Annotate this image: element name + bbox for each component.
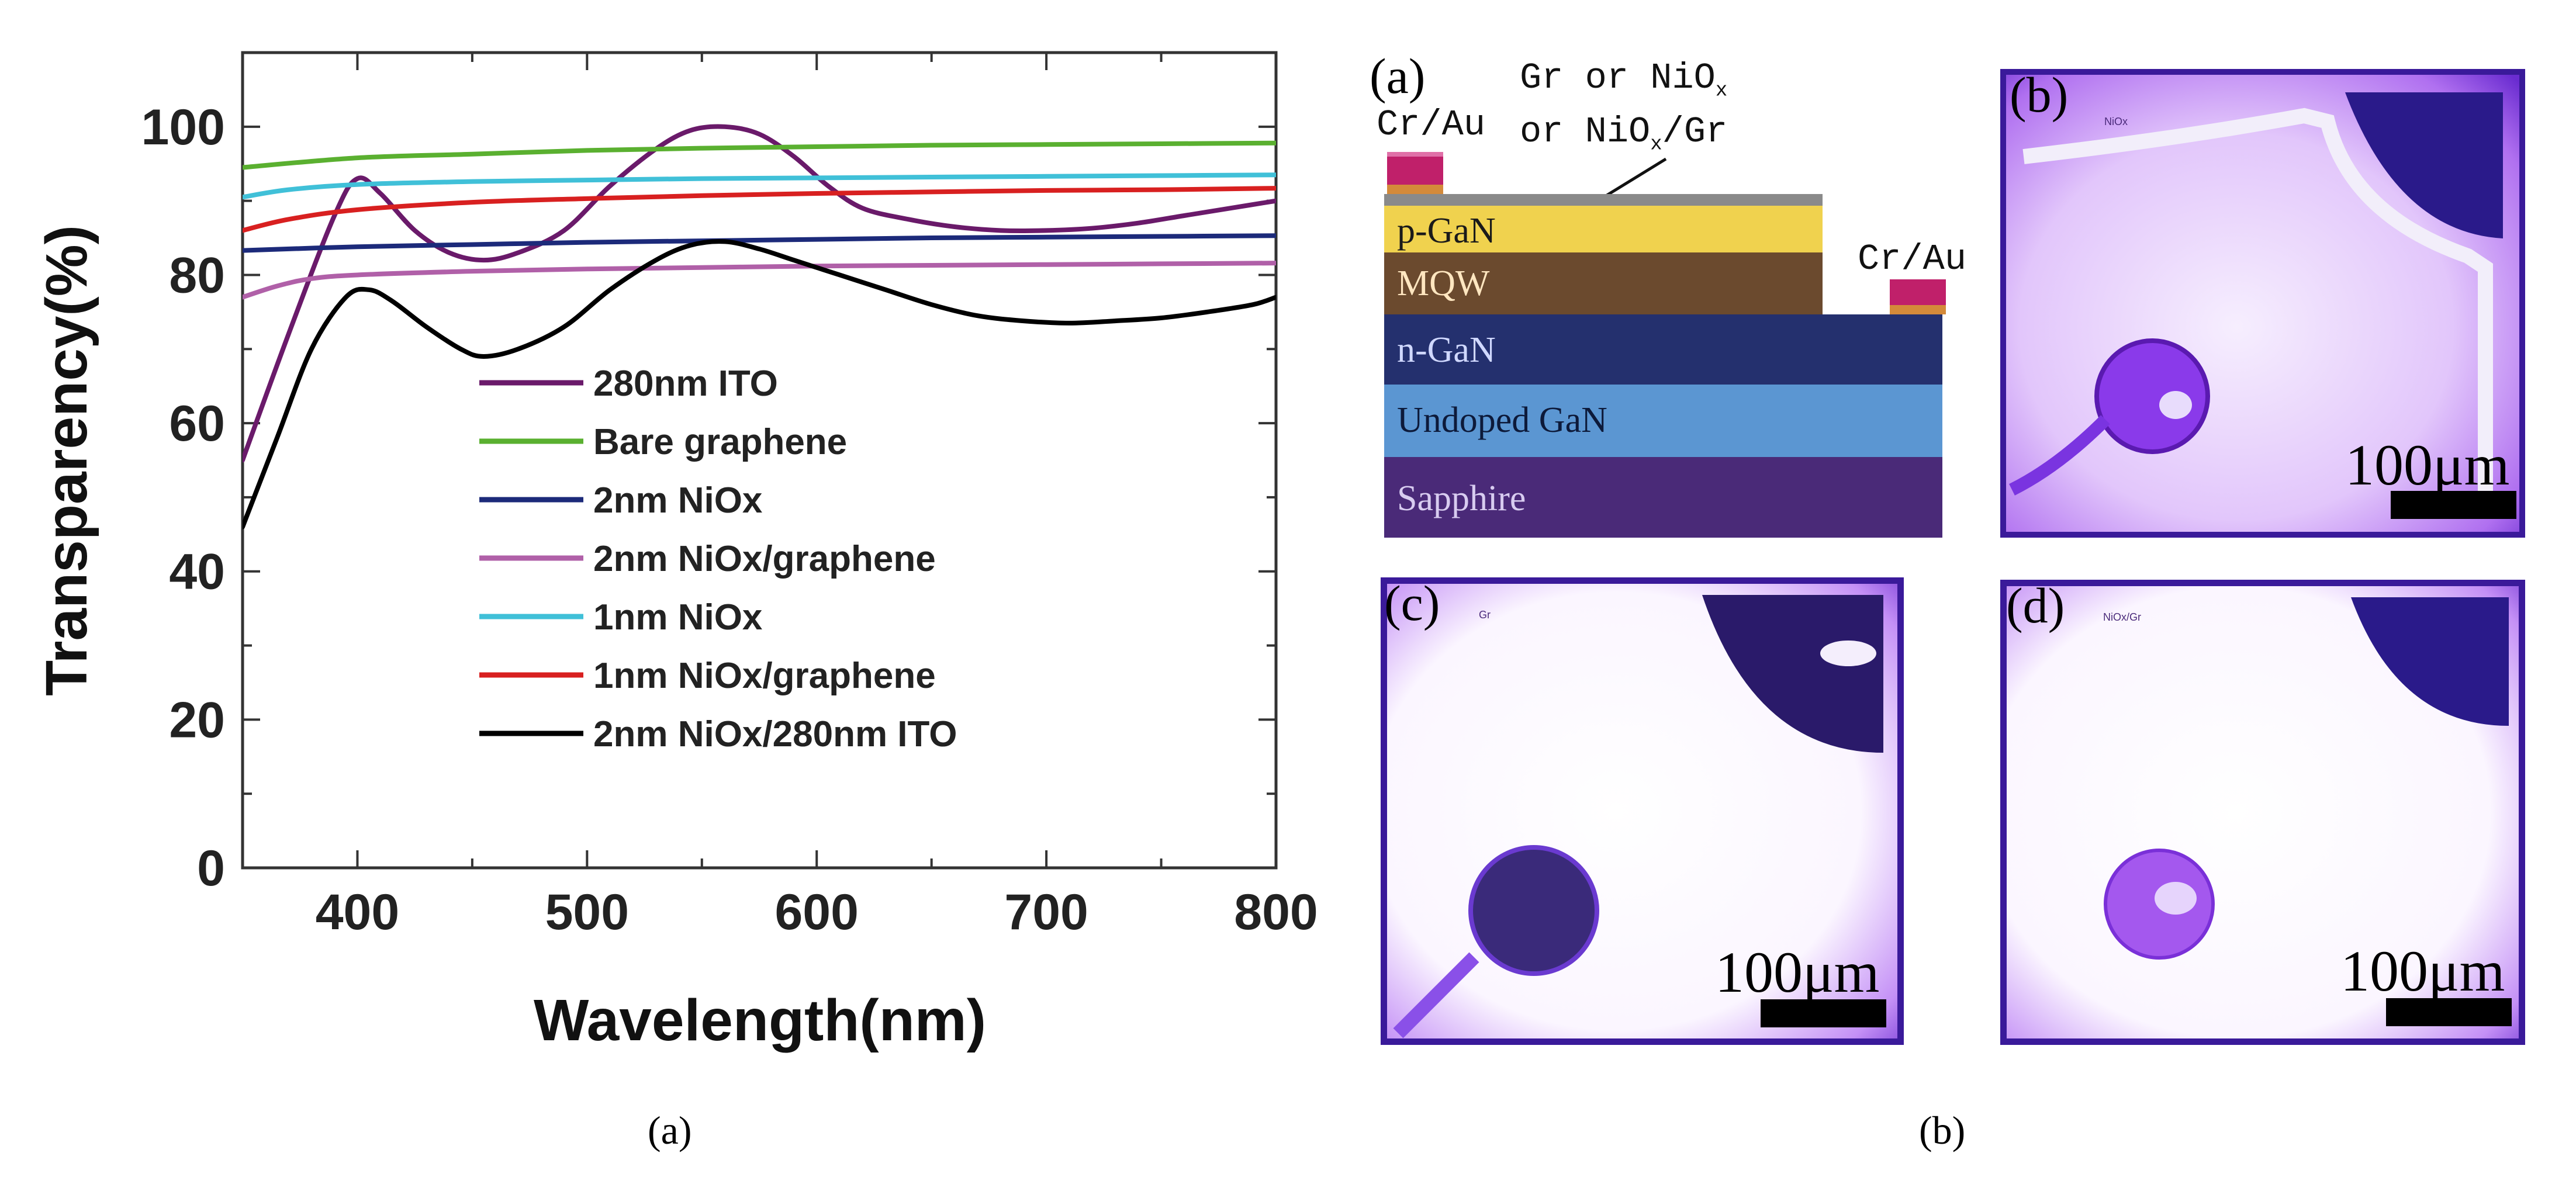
micrograph-b-label: NiOx <box>2104 116 2128 127</box>
micrograph-c-scale-bar <box>1761 999 1886 1027</box>
layer-p-gan: p-GaN <box>1384 206 1823 252</box>
top-film-label-line1: Gr or NiOx <box>1520 57 1728 102</box>
y-tick-labels: 0 20 40 60 80 100 <box>141 99 226 896</box>
micrograph-b-letter: (b) <box>2010 69 2069 123</box>
micrograph-b-scale-bar <box>2391 491 2516 519</box>
micrograph-b-scale-text: 100μm <box>2345 432 2510 497</box>
top-film-layer <box>1384 194 1823 206</box>
caption-a: (a) <box>648 1108 692 1152</box>
series-line-2nm-niox-280nm-ito <box>243 239 1276 529</box>
micrograph-d: (d) NiOx/Gr 100μm <box>2000 580 2525 1045</box>
layer-mqw: MQW <box>1384 252 1823 314</box>
layer-sapphire: Sapphire <box>1384 457 1942 538</box>
layer-undoped-gan: Undoped GaN <box>1384 385 1942 457</box>
micrograph-b: (b) NiOx 100μm <box>2000 69 2525 538</box>
series-line-1nm-niox <box>243 172 1276 200</box>
legend: 280nm ITO Bare graphene 2nm NiOx 2nm NiOx/g… <box>479 363 957 754</box>
micrograph-c-scale-text: 100μm <box>1715 940 1880 1005</box>
x-tick-label: 600 <box>774 884 859 940</box>
y-tick-label: 100 <box>141 99 226 155</box>
legend-label: Bare graphene <box>593 422 847 462</box>
x-axis-title: Wavelength(nm) <box>534 988 986 1053</box>
x-tick-label: 500 <box>545 884 630 940</box>
series-line-2nm-niox-graphene <box>243 261 1276 300</box>
x-tick-labels: 400 500 600 700 800 <box>316 884 1318 940</box>
y-axis-title: Transparency(%) <box>34 225 99 696</box>
transmittance-chart: 400 500 600 700 800 0 20 40 60 80 100 Wavelength(… <box>34 51 1318 1053</box>
micrograph-c-letter: (c) <box>1384 577 1440 631</box>
legend-label: 2nm NiOx <box>593 480 763 521</box>
x-tick-label: 800 <box>1234 884 1318 940</box>
micrograph-d-image <box>2000 580 2525 1045</box>
contact-label-right: Cr/Au <box>1858 238 1967 280</box>
micrograph-c-image <box>1381 577 1904 1045</box>
series-line-2nm-niox <box>243 233 1276 253</box>
y-tick-label: 20 <box>169 692 225 748</box>
caption-b: (b) <box>1919 1108 1966 1152</box>
contact-label-left: Cr/Au <box>1377 104 1486 146</box>
axis-ticks <box>241 51 1277 869</box>
legend-label: 280nm ITO <box>593 363 778 404</box>
micrograph-d-label: NiOx/Gr <box>2103 611 2141 623</box>
contact-base-left <box>1387 185 1443 194</box>
micrograph-d-letter: (d) <box>2006 580 2065 633</box>
contact-pad-right <box>1890 279 1946 305</box>
micrograph-c-label: Gr <box>1479 609 1491 621</box>
x-tick-label: 400 <box>316 884 400 940</box>
y-tick-label: 0 <box>197 840 225 896</box>
legend-label: 2nm NiOx/280nm ITO <box>593 714 957 754</box>
micrograph-c: (c) Gr 100μm <box>1381 577 1904 1045</box>
micrograph-d-scale-bar <box>2386 998 2512 1026</box>
contact-base-right <box>1890 305 1946 314</box>
legend-label: 1nm NiOx <box>593 597 763 638</box>
micrograph-b-image <box>2000 69 2525 538</box>
x-tick-label: 700 <box>1004 884 1088 940</box>
y-tick-label: 60 <box>169 396 225 452</box>
top-film-label-line2: or NiOx/Gr <box>1520 111 1728 156</box>
series-line-1nm-niox-graphene <box>243 186 1276 233</box>
contact-pad-left <box>1387 152 1443 189</box>
y-tick-label: 80 <box>169 247 225 303</box>
series-line-280nm-ito <box>243 124 1276 463</box>
y-tick-label: 40 <box>169 544 225 600</box>
micrograph-d-scale-text: 100μm <box>2340 939 2505 1003</box>
legend-label: 2nm NiOx/graphene <box>593 539 936 579</box>
layer-n-gan: n-GaN <box>1384 314 1942 385</box>
device-panel-letter: (a) <box>1370 48 1426 104</box>
series-lines <box>243 124 1276 529</box>
legend-label: 1nm NiOx/graphene <box>593 656 936 696</box>
series-line-bare-graphene <box>243 140 1276 170</box>
